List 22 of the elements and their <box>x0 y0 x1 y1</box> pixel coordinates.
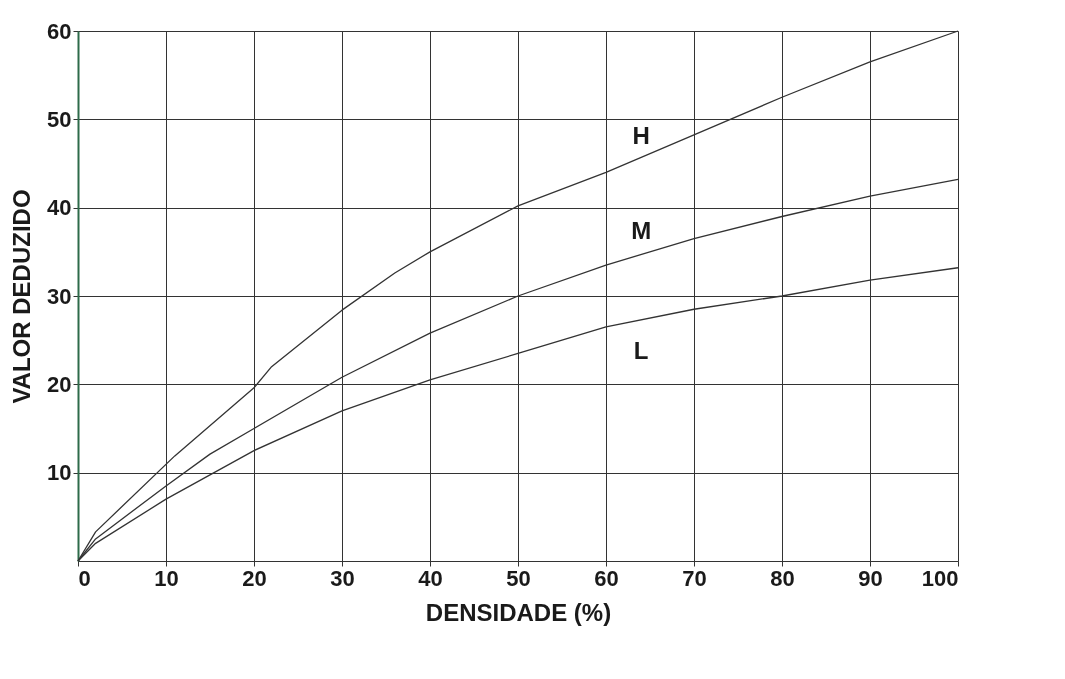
y-tick-label: 40 <box>47 195 72 221</box>
x-tick-label: 60 <box>594 565 619 591</box>
series-label: M <box>631 217 652 245</box>
x-tick-label: 50 <box>506 565 531 591</box>
y-tick-label: 30 <box>47 283 72 309</box>
y-axis-title: VALOR DEDUZIDO <box>8 189 36 404</box>
x-tick-label: 40 <box>418 565 443 591</box>
y-tick-label: 20 <box>47 371 72 397</box>
x-tick-label: 80 <box>770 565 795 591</box>
x-tick-label: 0 <box>78 565 91 591</box>
series-label: H <box>632 122 650 150</box>
y-tick-label: 50 <box>47 106 72 132</box>
x-tick-label: 10 <box>154 565 179 591</box>
series-label: L <box>633 336 649 364</box>
y-tick-label: 10 <box>47 460 72 486</box>
x-axis-title: DENSIDADE (%) <box>425 598 612 626</box>
x-tick-label: 20 <box>242 565 267 591</box>
x-tick-label: 30 <box>330 565 355 591</box>
y-tick-label: 60 <box>47 18 72 44</box>
x-tick-label: 90 <box>858 565 883 591</box>
x-tick-label: 70 <box>682 565 707 591</box>
x-tick-label: 100 <box>921 565 959 591</box>
